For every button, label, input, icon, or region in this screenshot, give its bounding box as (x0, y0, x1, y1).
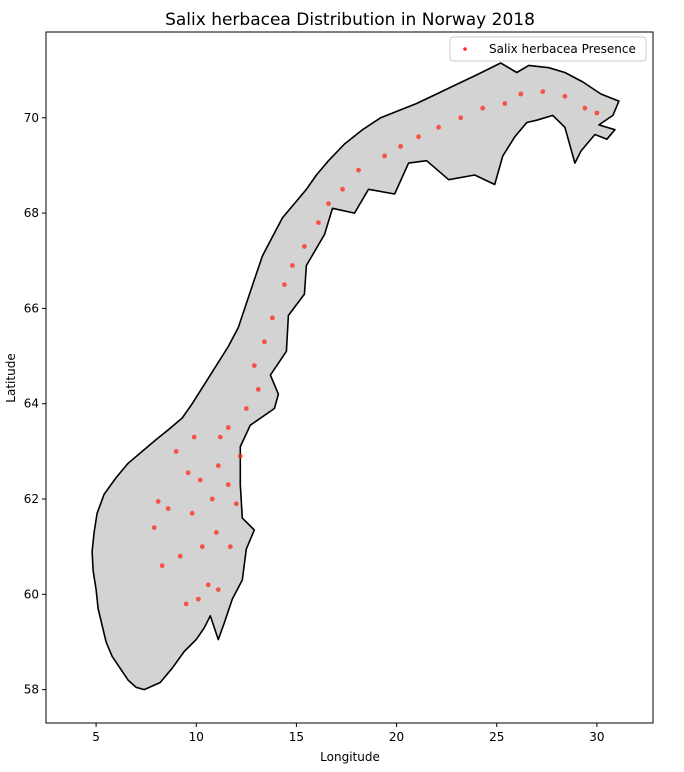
x-tick-label: 15 (289, 730, 304, 744)
x-axis-label: Longitude (320, 750, 380, 764)
chart-title: Salix herbacea Distribution in Norway 20… (165, 10, 535, 30)
y-tick-label: 66 (24, 301, 39, 315)
y-tick-label: 70 (24, 111, 39, 125)
presence-point (502, 101, 508, 106)
y-tick-label: 68 (24, 206, 39, 220)
x-axis: 5 10 15 20 25 30 (92, 723, 605, 744)
presence-point (159, 563, 165, 569)
norway-landmass (91, 62, 620, 691)
y-tick-label: 60 (24, 587, 39, 601)
presence-point (237, 453, 243, 459)
y-axis: 58 60 62 64 66 68 70 (24, 111, 46, 697)
presence-point (225, 425, 231, 430)
presence-point (458, 115, 464, 121)
y-tick-label: 58 (24, 683, 39, 697)
presence-point (518, 91, 524, 97)
legend: Salix herbacea Presence (449, 36, 647, 62)
presence-point (233, 501, 239, 507)
presence-point (270, 315, 275, 321)
y-axis-label: Latitude (4, 353, 18, 402)
presence-point (191, 434, 197, 440)
presence-point (562, 93, 568, 99)
presence-point (177, 553, 183, 559)
presence-point (185, 470, 191, 476)
presence-point (382, 153, 387, 159)
legend-box (449, 36, 647, 62)
y-tick-label: 64 (24, 397, 39, 411)
presence-point (183, 601, 189, 607)
presence-point (302, 244, 307, 249)
presence-point (251, 363, 257, 368)
presence-point (209, 496, 215, 502)
presence-point (290, 263, 295, 268)
presence-point (205, 582, 211, 588)
presence-point (197, 477, 203, 483)
presence-point (326, 201, 331, 207)
presence-point (199, 544, 205, 550)
presence-point (282, 282, 287, 287)
presence-point (213, 530, 219, 535)
legend-marker (463, 47, 467, 51)
x-tick-label: 30 (589, 730, 604, 744)
presence-point (215, 463, 221, 469)
presence-point (225, 482, 231, 488)
legend-label: Salix herbacea Presence (489, 42, 636, 56)
presence-point (416, 134, 421, 140)
presence-point (217, 434, 223, 440)
presence-point (262, 339, 267, 345)
presence-point (173, 449, 179, 454)
presence-point (155, 499, 161, 504)
country-shape (91, 62, 620, 691)
presence-point (540, 89, 546, 94)
presence-point (243, 406, 249, 411)
presence-point (594, 110, 600, 116)
plot-area (45, 31, 654, 724)
presence-point (165, 506, 171, 511)
presence-point (356, 167, 361, 173)
presence-point (195, 596, 201, 602)
presence-point (189, 510, 195, 516)
y-tick-label: 62 (24, 492, 39, 506)
presence-point (340, 186, 345, 192)
presence-point (255, 387, 261, 392)
presence-points (151, 89, 600, 607)
presence-point (227, 544, 233, 550)
presence-point (316, 220, 321, 226)
x-tick-label: 5 (92, 730, 100, 744)
presence-point (436, 124, 441, 130)
x-tick-label: 25 (489, 730, 504, 744)
presence-point (480, 105, 486, 111)
presence-point (215, 587, 221, 592)
x-tick-label: 20 (389, 730, 404, 744)
presence-point (582, 105, 588, 111)
x-tick-label: 10 (189, 730, 204, 744)
presence-point (398, 144, 403, 149)
presence-point (151, 525, 157, 530)
